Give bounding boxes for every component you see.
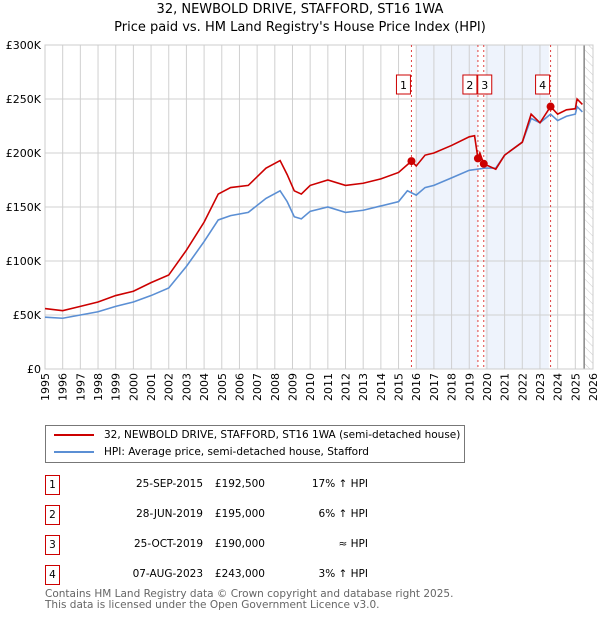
x-tick-label: 1995	[39, 373, 52, 401]
hpi-compare: 6% ↑ HPI	[318, 508, 368, 520]
hpi-compare: ≈ HPI	[338, 538, 368, 550]
y-tick-label: £300K	[6, 39, 42, 52]
x-tick-label: 2003	[180, 373, 193, 401]
sale-label-box	[462, 74, 478, 95]
x-tick-label: 2007	[251, 373, 264, 401]
date: 25-OCT-2019	[134, 538, 203, 550]
sale-label-box	[395, 74, 411, 95]
chart-title: 32, NEWBOLD DRIVE, STAFFORD, ST16 1WA	[156, 2, 444, 17]
x-tick-label: 1997	[74, 373, 87, 401]
x-tick-label: 2026	[587, 373, 600, 401]
transaction-row: 2 28-JUN-2019 £195,000 6% ↑ HPI	[45, 505, 465, 525]
x-tick-label: 2000	[127, 373, 140, 401]
sale-label-box	[477, 74, 493, 95]
y-tick-label: £100K	[6, 255, 42, 268]
series-line	[44, 97, 583, 312]
footer-line: Contains HM Land Registry data © Crown c…	[45, 588, 454, 600]
legend-label: HPI: Average price, semi-detached house,…	[104, 446, 369, 458]
x-tick-label: 2020	[481, 373, 494, 401]
x-tick-label: 2023	[534, 373, 547, 401]
x-tick-label: 2011	[322, 373, 335, 401]
date: 28-JUN-2019	[136, 508, 203, 520]
sale-label: 3	[481, 79, 488, 92]
x-tick-label: 2022	[516, 373, 529, 401]
chart-subtitle: Price paid vs. HM Land Registry's House …	[114, 20, 486, 35]
price-chart: 1995 1996 1997 1998 1999 2000 2001 2002 2003 2004…	[6, 39, 600, 401]
legend-swatch	[54, 434, 94, 436]
sale-label: 1	[400, 79, 407, 92]
legend-item-hpi: HPI: Average price, semi-detached house,…	[54, 446, 369, 458]
date: 07-AUG-2023	[132, 568, 203, 580]
sale-label-box	[535, 74, 551, 95]
x-tick-label: 2001	[145, 373, 158, 401]
x-tick-label: 2010	[304, 373, 317, 401]
x-tick-label: 2016	[410, 373, 423, 401]
marker-badge: 4	[45, 565, 60, 585]
transaction-row: 1 25-SEP-2015 £192,500 17% ↑ HPI	[45, 475, 465, 495]
footer-line: This data is licensed under the Open Gov…	[45, 599, 380, 611]
legend-label: 32, NEWBOLD DRIVE, STAFFORD, ST16 1WA (s…	[104, 429, 461, 441]
y-tick-label: £150K	[6, 201, 42, 214]
y-tick-label: £250K	[6, 93, 42, 106]
legend-swatch	[54, 451, 94, 453]
x-tick-label: 2014	[375, 373, 388, 401]
y-tick-label: £50K	[13, 309, 42, 322]
x-tick-label: 2004	[198, 373, 211, 401]
x-tick-label: 2019	[463, 373, 476, 401]
sale-point	[473, 154, 482, 163]
plot-frame	[44, 44, 594, 370]
marker-badge: 3	[45, 535, 60, 555]
date: 25-SEP-2015	[135, 478, 203, 490]
y-tick-label: £200K	[6, 147, 42, 160]
x-tick-label: 2024	[552, 373, 565, 401]
legend: 32, NEWBOLD DRIVE, STAFFORD, ST16 1WA (s…	[45, 425, 465, 463]
x-tick-label: 1999	[110, 373, 123, 401]
marker-badge: 1	[45, 475, 60, 495]
x-tick-label: 2008	[269, 373, 282, 401]
x-tick-label: 2012	[340, 373, 353, 401]
x-tick-label: 2013	[357, 373, 370, 401]
sale-point	[546, 102, 555, 111]
footer: Contains HM Land Registry data © Crown c…	[45, 589, 453, 611]
transaction-row: 4 07-AUG-2023 £243,000 3% ↑ HPI	[45, 565, 465, 585]
price: £190,000	[214, 538, 265, 550]
x-tick-label: 2017	[428, 373, 441, 401]
sale-point	[407, 157, 416, 166]
x-tick-label: 2005	[216, 373, 229, 401]
legend-item-property: 32, NEWBOLD DRIVE, STAFFORD, ST16 1WA (s…	[54, 429, 460, 441]
price: £195,000	[214, 508, 265, 520]
sale-label: 4	[539, 79, 546, 92]
hpi-compare: 3% ↑ HPI	[318, 568, 368, 580]
price: £192,500	[214, 478, 265, 490]
x-tick-label: 2025	[569, 373, 582, 401]
x-tick-label: 2009	[286, 373, 299, 401]
x-tick-label: 2021	[499, 373, 512, 401]
transaction-row: 3 25-OCT-2019 £190,000 ≈ HPI	[45, 535, 465, 555]
y-tick-label: £0	[27, 363, 41, 376]
x-tick-label: 2006	[233, 373, 246, 401]
x-tick-label: 1998	[92, 373, 105, 401]
x-tick-label: 2015	[393, 373, 406, 401]
sale-label: 2	[466, 79, 473, 92]
price: £243,000	[214, 568, 265, 580]
hpi-compare: 17% ↑ HPI	[311, 478, 368, 490]
x-tick-label: 2018	[446, 373, 459, 401]
x-tick-label: 2002	[163, 373, 176, 401]
marker-badge: 2	[45, 505, 60, 525]
sale-point	[479, 159, 488, 168]
series-line	[44, 104, 583, 320]
x-tick-label: 1996	[57, 373, 70, 401]
